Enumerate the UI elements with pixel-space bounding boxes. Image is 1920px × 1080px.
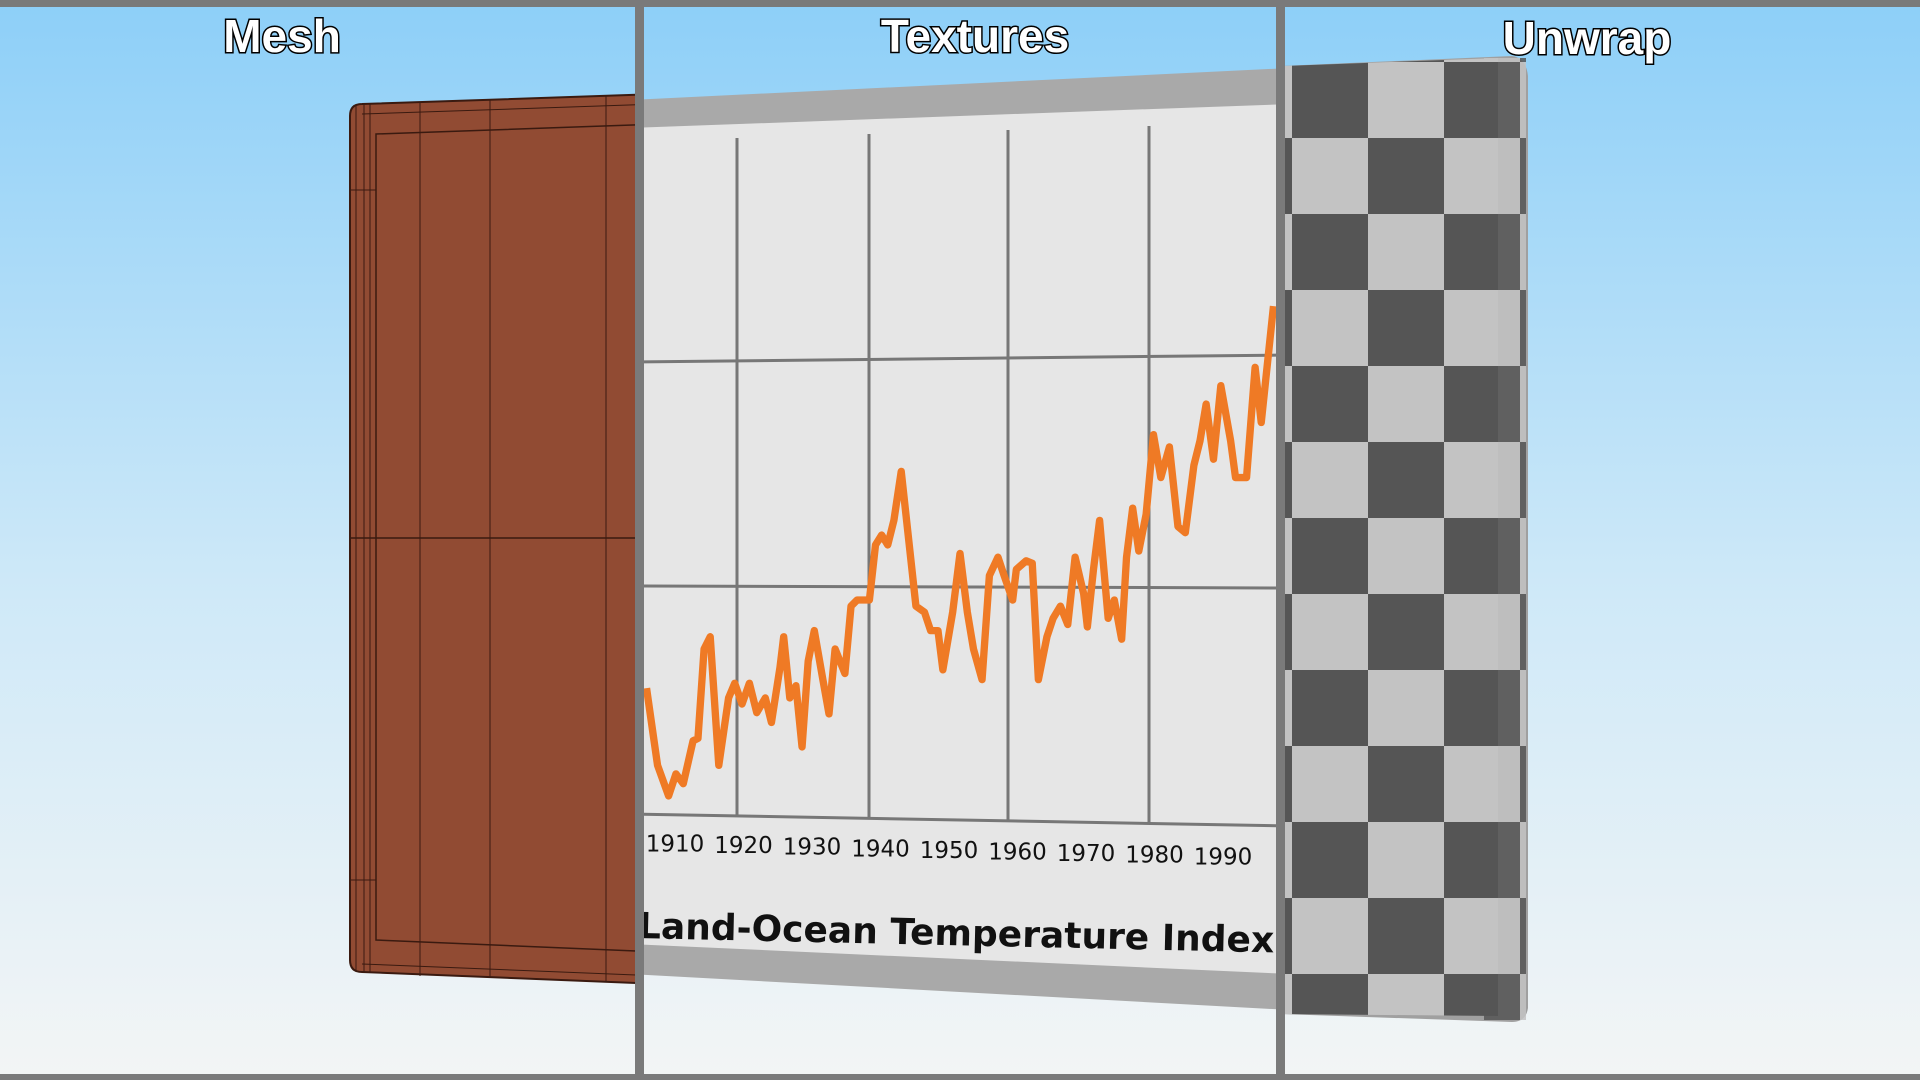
checker-face — [1284, 58, 1498, 1016]
texture-line — [643, 305, 1277, 800]
texture-tick-label: 1960 — [988, 840, 1047, 866]
mesh-edge — [375, 124, 636, 952]
texture-tick-labels: 1910192019301940195019601970198019902 — [646, 832, 1253, 871]
texture-tick-label: 1920 — [714, 833, 773, 859]
mesh-board — [349, 93, 636, 985]
texture-tick-label: 1980 — [1125, 843, 1184, 869]
panel-label: Mesh — [223, 10, 341, 62]
mesh-edge-loops — [350, 96, 636, 982]
panel-label: Unwrap — [1503, 12, 1672, 64]
texture-tick-label: 1930 — [783, 835, 842, 861]
texture-view: 1910192019301940195019601970198019902 La… — [643, 68, 1277, 1010]
texture-tick-label: 1910 — [646, 832, 705, 858]
texture-tick-label: 1950 — [920, 838, 979, 864]
board-face — [643, 104, 1277, 974]
panel-label: Textures — [881, 10, 1069, 62]
texture-tick-label: 1970 — [1057, 841, 1116, 867]
unwrap-view — [1284, 56, 1528, 1022]
mesh-view — [349, 93, 636, 985]
texture-tick-label: 1990 — [1194, 844, 1253, 870]
board-side — [1484, 58, 1526, 1020]
texture-tick-label: 1940 — [851, 836, 910, 862]
